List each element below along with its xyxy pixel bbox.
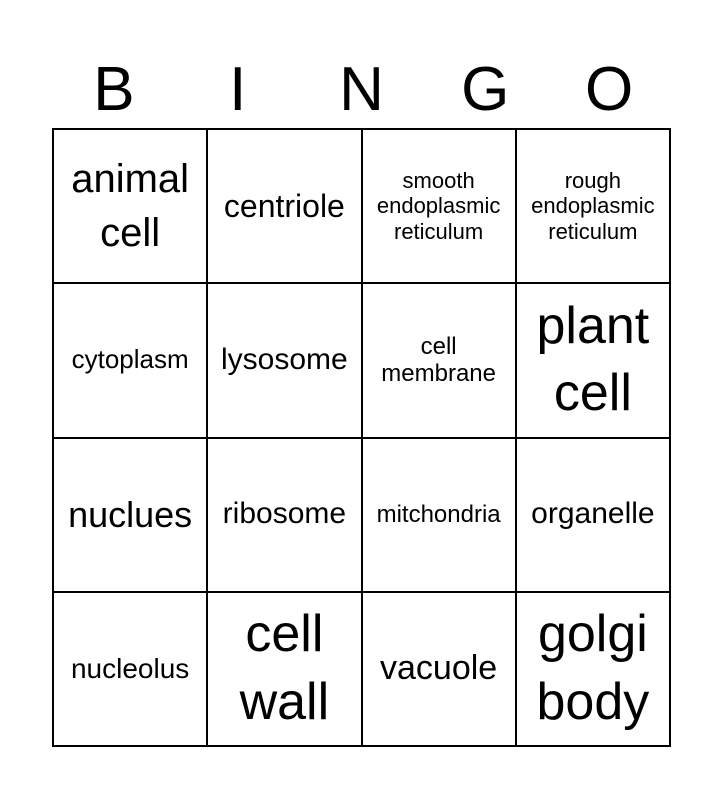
bingo-cell[interactable]: organelle: [515, 437, 670, 592]
bingo-cell[interactable]: rough endoplasmic reticulum: [515, 129, 670, 284]
bingo-cell[interactable]: nucleolus: [53, 591, 208, 746]
bingo-cell[interactable]: lysosome: [207, 283, 362, 438]
header-letter-o: O: [584, 55, 634, 124]
bingo-cell[interactable]: golgi body: [515, 591, 670, 746]
bingo-cell[interactable]: vacuole: [361, 591, 516, 746]
bingo-grid: animal cell centriole smooth endoplasmic…: [52, 128, 671, 747]
bingo-cell[interactable]: plant cell: [515, 283, 670, 438]
header-letter-b: B: [93, 55, 135, 124]
bingo-cell[interactable]: nuclues: [53, 437, 208, 592]
bingo-cell[interactable]: cell wall: [207, 591, 362, 746]
bingo-header: B I N G O: [52, 55, 671, 125]
bingo-cell[interactable]: smooth endoplasmic reticulum: [361, 129, 516, 284]
bingo-cell[interactable]: centriole: [207, 129, 362, 284]
bingo-cell[interactable]: cytoplasm: [53, 283, 208, 438]
header-letter-g: G: [461, 55, 510, 124]
bingo-cell[interactable]: mitchondria: [361, 437, 516, 592]
header-letter-n: N: [339, 55, 384, 124]
header-letter-i: I: [229, 55, 247, 124]
bingo-cell[interactable]: ribosome: [207, 437, 362, 592]
bingo-cell[interactable]: animal cell: [53, 129, 208, 284]
bingo-cell[interactable]: cell membrane: [361, 283, 516, 438]
